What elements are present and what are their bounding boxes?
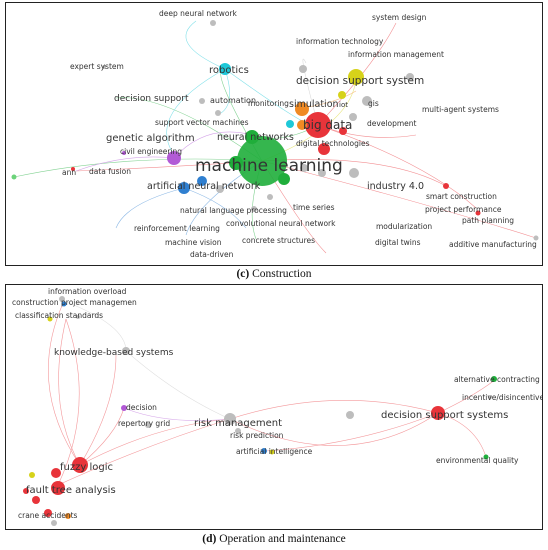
label-multi-agent-systems: multi-agent systems — [422, 105, 499, 114]
node-big-data — [305, 112, 331, 138]
node-fuzzy-logic — [72, 457, 88, 473]
label-project-performance: project performance — [425, 205, 502, 214]
construction-network-panel: deep neural network system design inform… — [5, 2, 543, 266]
label-construction-project-managemen: construction project managemen — [12, 298, 137, 307]
label-robotics: robotics — [209, 65, 249, 76]
label-ann: ann — [62, 168, 76, 177]
operation-nodes — [23, 296, 497, 526]
label-digital-technologies: digital technologies — [296, 139, 370, 148]
label-data-fusion: data fusion — [89, 167, 131, 176]
label-expert-system: expert system — [70, 62, 124, 71]
operation-maintenance-network-graph: information overload construction projec… — [12, 287, 542, 526]
construction-labels: deep neural network system design inform… — [62, 9, 537, 259]
label-additive-manufacturing: additive manufacturing — [449, 240, 537, 249]
label-machine-learning: machine learning — [195, 156, 343, 176]
label-artificial-neural-network: artificial neural network — [147, 181, 261, 192]
label-support-vector-machines: support vector machines — [155, 118, 249, 127]
label-monitoring: monitoring — [248, 99, 289, 108]
label-decision-support-systems: decision support systems — [381, 410, 508, 421]
label-concrete-structures: concrete structures — [242, 236, 315, 245]
label-decision: decision — [126, 403, 157, 412]
label-genetic-algorithm: genetic algorithm — [106, 133, 195, 144]
label-alternative-contracting: alternative contracting — [454, 375, 540, 384]
construction-network-graph: deep neural network system design inform… — [11, 9, 539, 259]
label-simulation: simulation — [289, 99, 339, 110]
node-knowledge-based-systems — [122, 347, 130, 355]
label-deep-neural-network: deep neural network — [159, 9, 238, 18]
label-digital-twins: digital twins — [375, 238, 421, 247]
label-information-technology: information technology — [296, 37, 384, 46]
label-artificial-intelligence: artificial intelligence — [236, 447, 313, 456]
node-robotics — [219, 63, 231, 75]
label-risk-prediction: risk prediction — [230, 431, 284, 440]
label-modularization: modularization — [376, 222, 432, 231]
node-artificial-neural-network — [178, 182, 190, 194]
label-convolutional-neural-network: convolutional neural network — [226, 219, 336, 228]
label-smart-construction: smart construction — [426, 192, 497, 201]
label-gis: gis — [368, 99, 379, 108]
operation-maintenance-network-panel: information overload construction projec… — [5, 284, 543, 530]
operation-labels: information overload construction projec… — [12, 287, 542, 520]
label-fault-tree-analysis: fault tree analysis — [26, 485, 116, 496]
label-incentive-disincentive: incentive/disincentive — [462, 393, 542, 402]
label-automation: automation — [210, 96, 256, 105]
label-system-design: system design — [372, 13, 427, 22]
node-decision-support-system — [348, 69, 364, 85]
label-natural-language-processing: natural language processing — [180, 206, 287, 215]
construction-nodes — [11, 20, 539, 241]
label-civil-engineering: civil engineering — [120, 147, 182, 156]
label-crane-accidents: crane accidents — [18, 511, 78, 520]
label-information-management: information management — [348, 50, 444, 59]
caption-construction: (c) Construction — [236, 268, 312, 280]
label-time-series: time series — [293, 203, 335, 212]
label-repertory-grid: repertory grid — [118, 419, 170, 428]
label-information-overload: information overload — [48, 287, 127, 296]
label-knowledge-based-systems: knowledge-based systems — [54, 348, 174, 358]
label-fuzzy-logic: fuzzy logic — [60, 462, 113, 473]
label-iot: iot — [339, 101, 348, 109]
label-industry-4-0: industry 4.0 — [367, 181, 424, 192]
caption-operation-maintenance: (d) Operation and maintenance — [202, 533, 346, 545]
label-decision-support: decision support — [114, 94, 189, 104]
node-decision-support-systems — [431, 406, 445, 420]
node-risk-management — [224, 413, 236, 425]
label-machine-vision: machine vision — [165, 238, 222, 247]
node-genetic-algorithm — [167, 151, 181, 165]
label-big-data: big data — [303, 118, 352, 132]
label-reinforcement-learning: reinforcement learning — [134, 224, 220, 233]
label-decision-support-system: decision support system — [296, 75, 424, 87]
node-machine-learning — [237, 136, 287, 186]
label-development: development — [367, 119, 417, 128]
label-data-driven: data-driven — [190, 250, 234, 259]
label-classification-standards: classification standards — [15, 311, 103, 320]
label-neural-networks: neural networks — [217, 132, 294, 143]
label-environmental-quality: environmental quality — [436, 456, 519, 465]
label-path-planning: path planning — [462, 216, 514, 225]
label-risk-management: risk management — [194, 418, 282, 429]
node-fault-tree-analysis — [51, 481, 65, 495]
